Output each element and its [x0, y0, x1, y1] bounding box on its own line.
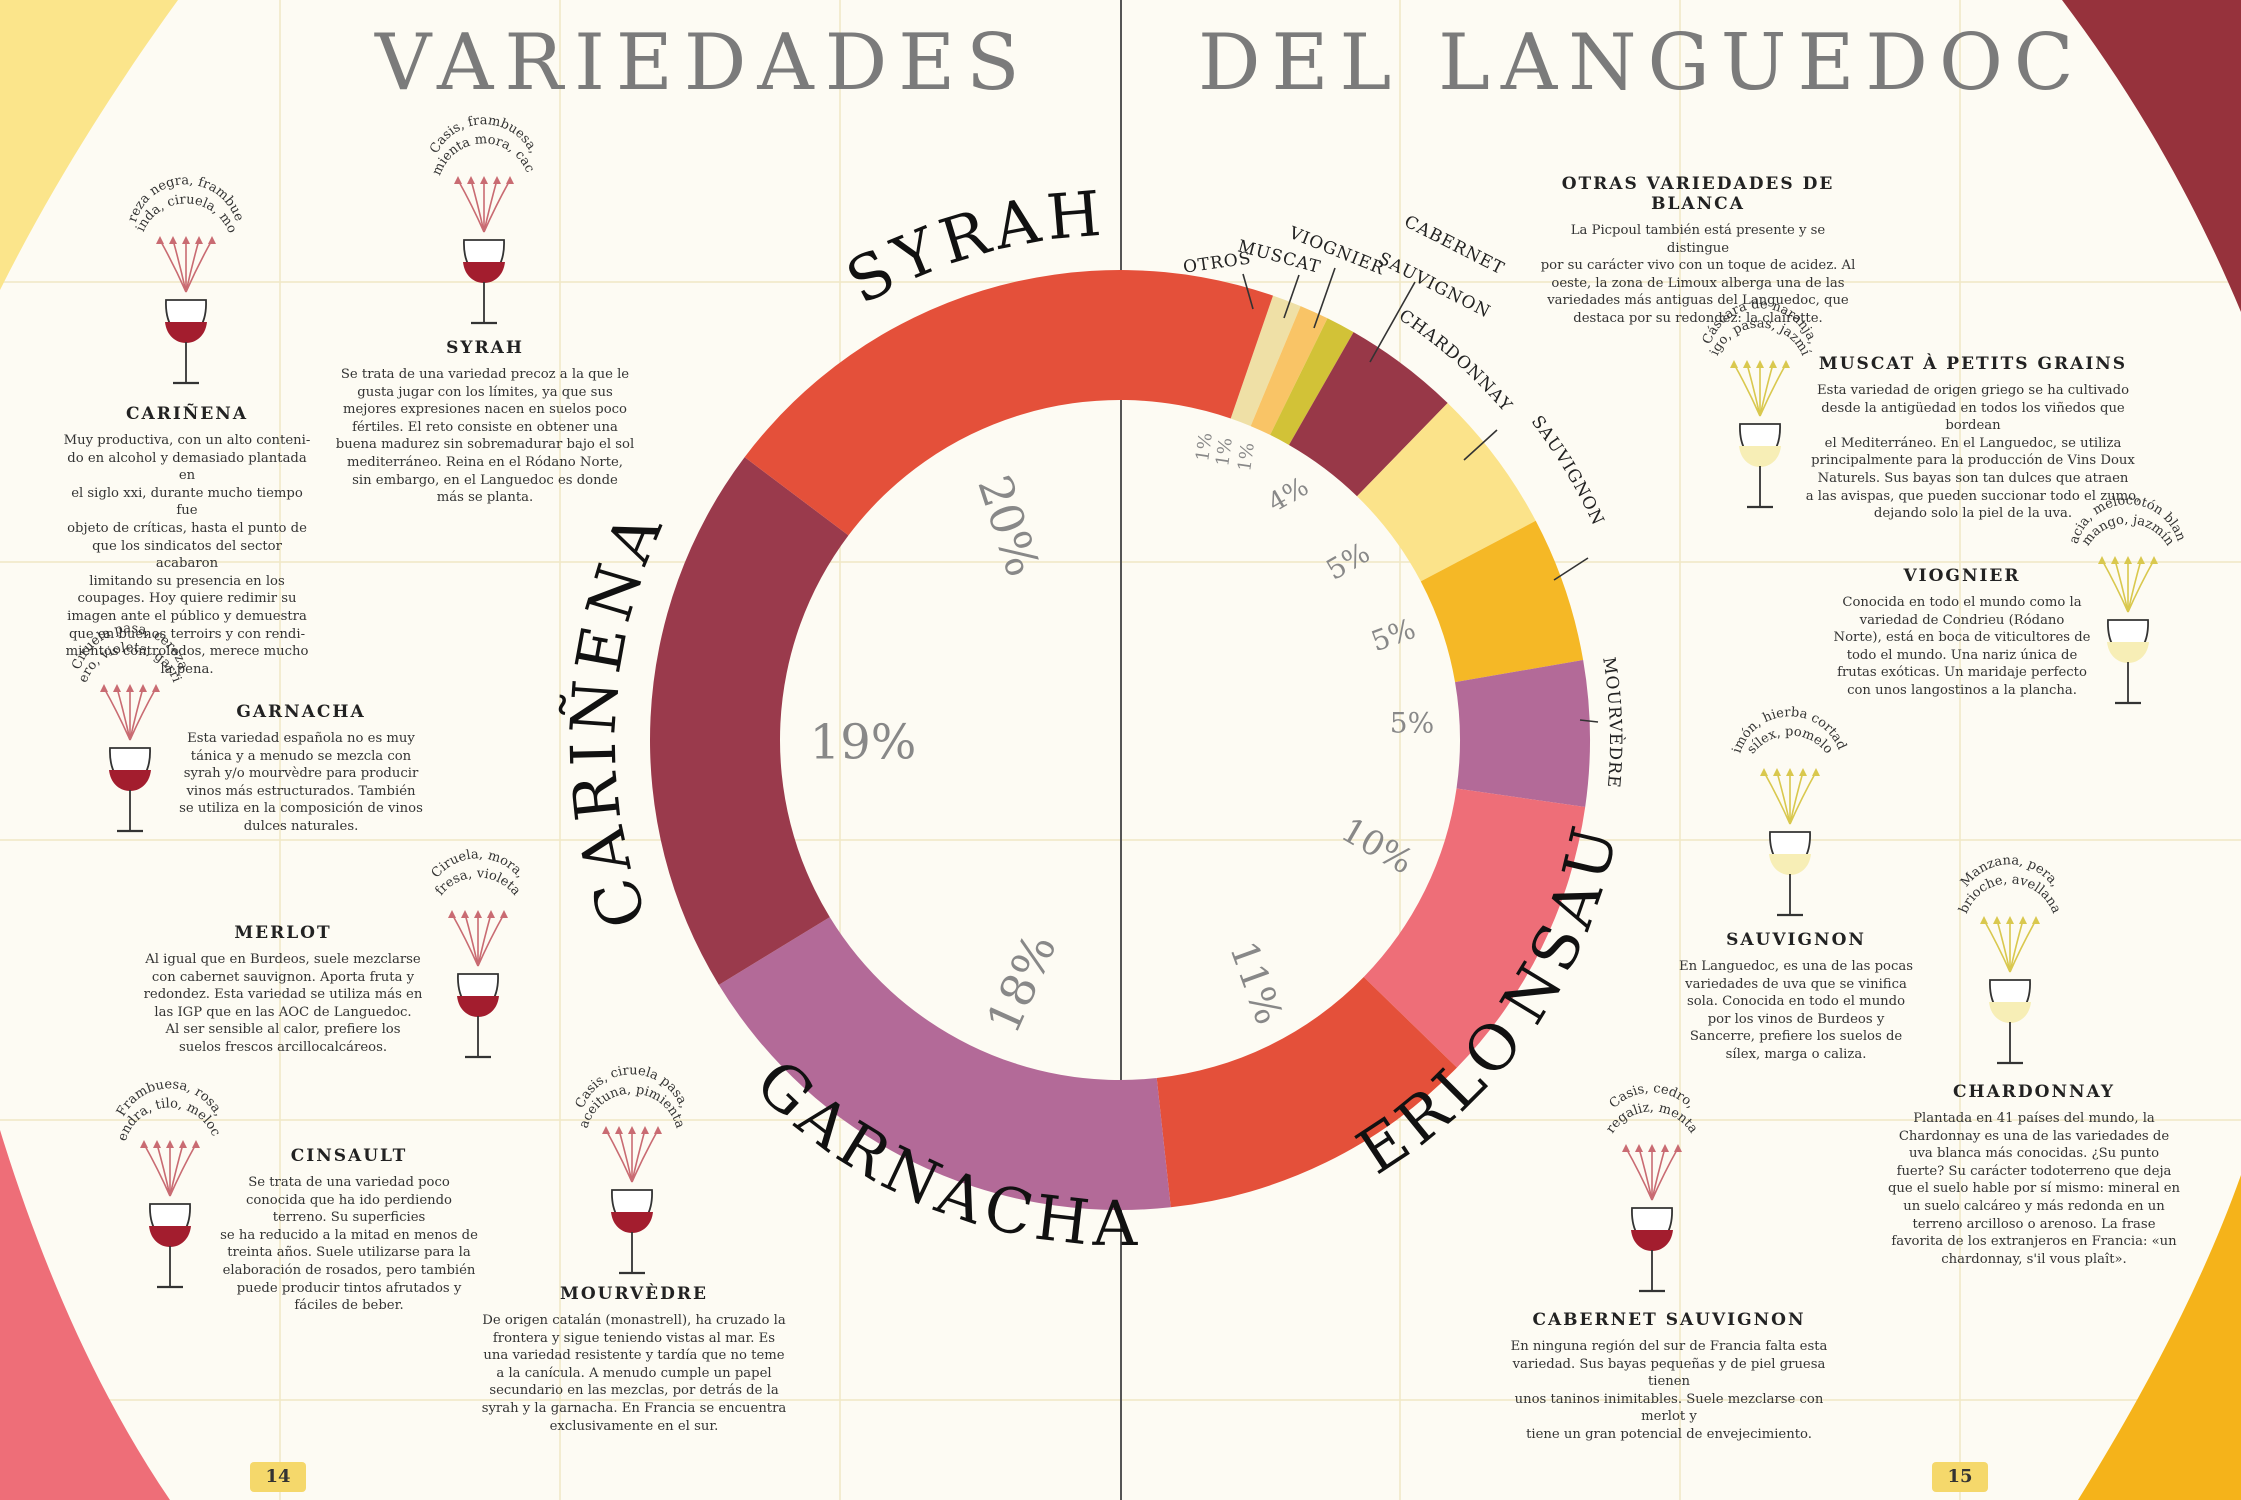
- otras-text: La Picpoul también está presente y se di…: [1540, 223, 1856, 326]
- viognier-text: Conocida en todo el mundo como la varieda…: [1833, 595, 2091, 698]
- cinsault-text: Se trata de una variedad poco conocida qu…: [220, 1175, 478, 1314]
- slice-garnacha: [718, 917, 1171, 1210]
- carinena-wine-glass-icon: Cereza negra, frambuesa,guinda, ciruela,…: [0, 0, 247, 385]
- merlot-wine-glass-icon: Ciruela, mora,fresa, violeta: [429, 847, 528, 1059]
- viognier-heading: VIOGNIER: [1903, 566, 2021, 586]
- muscat-heading: MUSCAT À PETITS GRAINS: [1818, 354, 2128, 374]
- otros-leader-line: [1242, 273, 1254, 310]
- mourvedre-text: De origen catalán (monastrell), ha cruza…: [481, 1313, 787, 1434]
- chardonnay-text: Plantada en 41 países del mundo, la Chard…: [1887, 1111, 2181, 1267]
- page-number-right: 15: [1932, 1462, 1988, 1492]
- syrah-description: SYRAH Se trata de una variedad precoz a …: [334, 338, 636, 507]
- page-number-left: 14: [250, 1462, 306, 1492]
- mourvedre-wine-glass-icon: Casis, ciruela pasa,aceituna, pimienta: [573, 1063, 691, 1275]
- slice-chardonnay: [1357, 403, 1536, 582]
- corner-wine-arc: [2062, 0, 2241, 312]
- corner-yellow-arc: [0, 0, 178, 290]
- slice-mourv-dre: [1455, 660, 1590, 808]
- percent-label-mourv-dre: 5%: [1390, 707, 1434, 740]
- slice-cinsault: [1363, 788, 1586, 1068]
- carinena-aroma-line1: Cereza negra, frambuesa,: [0, 0, 247, 224]
- syrah-text: Se trata de una variedad precoz a la que…: [335, 367, 635, 506]
- slice-merlot: [1156, 977, 1457, 1208]
- cabernet-text: En ninguna región del sur de Francia fal…: [1510, 1339, 1828, 1442]
- syrah-wine-glass-icon: Casis, frambuesa,pimienta mora, cacao: [0, 0, 541, 325]
- cabernet-heading: CABERNET SAUVIGNON: [1532, 1310, 1806, 1330]
- corner-pink-arc: [0, 1130, 170, 1500]
- mourvedre-description: MOURVÈDRE De origen catalán (monastrell)…: [474, 1284, 794, 1435]
- slice-cabernet-sauvignon: [1288, 332, 1448, 497]
- slice-viognier: [1270, 318, 1354, 445]
- book-spine: [1120, 0, 1122, 1500]
- cabernet-wine-glass-icon: Casis, cedro,regaliz, menta: [1603, 1081, 1701, 1293]
- cinsault-heading: CINSAULT: [290, 1146, 408, 1166]
- percent-label-otros: 1%: [1192, 431, 1217, 462]
- page-title-left: VARIEDADES: [375, 18, 1031, 108]
- corner-orange-arc: [2078, 1175, 2241, 1500]
- mourvedre-heading: MOURVÈDRE: [560, 1284, 708, 1304]
- viognier-leader-line: [1313, 267, 1336, 329]
- muscat-leader-line: [1283, 274, 1300, 319]
- chardonnay-description: CHARDONNAY Plantada en 41 países del mun…: [1874, 1082, 2194, 1268]
- slice-syrah: [744, 270, 1274, 536]
- chardonnay-wine-glass-icon: Manzana, pera,brioche, avellana: [1956, 853, 2064, 1065]
- percent-label-cari-ena: 19%: [810, 715, 917, 771]
- otras-heading: OTRAS VARIEDADES DE BLANCA: [1561, 174, 1835, 214]
- percent-label-muscat: 1%: [1212, 436, 1237, 467]
- slice-sauvignon: [1420, 520, 1584, 683]
- sauvignon-text: En Languedoc, es una de las pocas varieda…: [1679, 959, 1913, 1062]
- slice-muscat: [1250, 306, 1328, 435]
- cabernet-description: CABERNET SAUVIGNON En ninguna región del…: [1494, 1310, 1844, 1444]
- syrah-aroma-line2: pimienta mora, cacao: [0, 0, 537, 178]
- otras-description: OTRAS VARIEDADES DE BLANCA La Picpoul ta…: [1538, 174, 1858, 328]
- merlot-description: MERLOT Al igual que en Burdeos, suele me…: [138, 923, 428, 1057]
- merlot-heading: MERLOT: [234, 923, 332, 943]
- garnacha-heading: GARNACHA: [236, 702, 366, 722]
- cinsault-description: CINSAULT Se trata de una variedad poco co…: [218, 1146, 480, 1315]
- slice-cari-ena: [650, 457, 849, 985]
- muscat-description: MUSCAT À PETITS GRAINS Esta variedad de …: [1792, 354, 2154, 523]
- syrah-heading: SYRAH: [446, 338, 524, 358]
- viognier-description: VIOGNIER Conocida en todo el mundo como …: [1816, 566, 2108, 700]
- percent-label-viognier: 1%: [1234, 441, 1259, 472]
- page-title-right: DEL LANGUEDOC: [1198, 18, 2085, 108]
- carinena-description: CARIÑENA Muy productiva, con un alto con…: [62, 404, 312, 678]
- garnacha-description: GARNACHA Esta variedad española no es mu…: [170, 702, 432, 836]
- carinena-aroma-line2: guinda, ciruela, moca: [0, 0, 240, 236]
- cabernet-leader-line: [1369, 281, 1416, 363]
- slice-otros: [1230, 295, 1301, 427]
- mourvedre-leader-line: [1579, 719, 1599, 723]
- chardonnay-leader-line: [1463, 429, 1498, 461]
- merlot-text: Al igual que en Burdeos, suele mezclarse…: [143, 952, 423, 1055]
- muscat-text: Esta variedad de origen griego se ha cul…: [1805, 383, 2141, 522]
- carinena-heading: CARIÑENA: [125, 404, 249, 424]
- garnacha-text: Esta variedad española no es muy tánica y…: [179, 731, 423, 834]
- sauvignon-description: SAUVIGNON En Languedoc, es una de las po…: [1668, 930, 1924, 1064]
- sauvignon-heading: SAUVIGNON: [1726, 930, 1866, 950]
- carinena-text: Muy productiva, con un alto conteni-do e…: [63, 433, 311, 677]
- sauvignon-leader-line: [1553, 557, 1589, 581]
- chardonnay-heading: CHARDONNAY: [1952, 1082, 2116, 1102]
